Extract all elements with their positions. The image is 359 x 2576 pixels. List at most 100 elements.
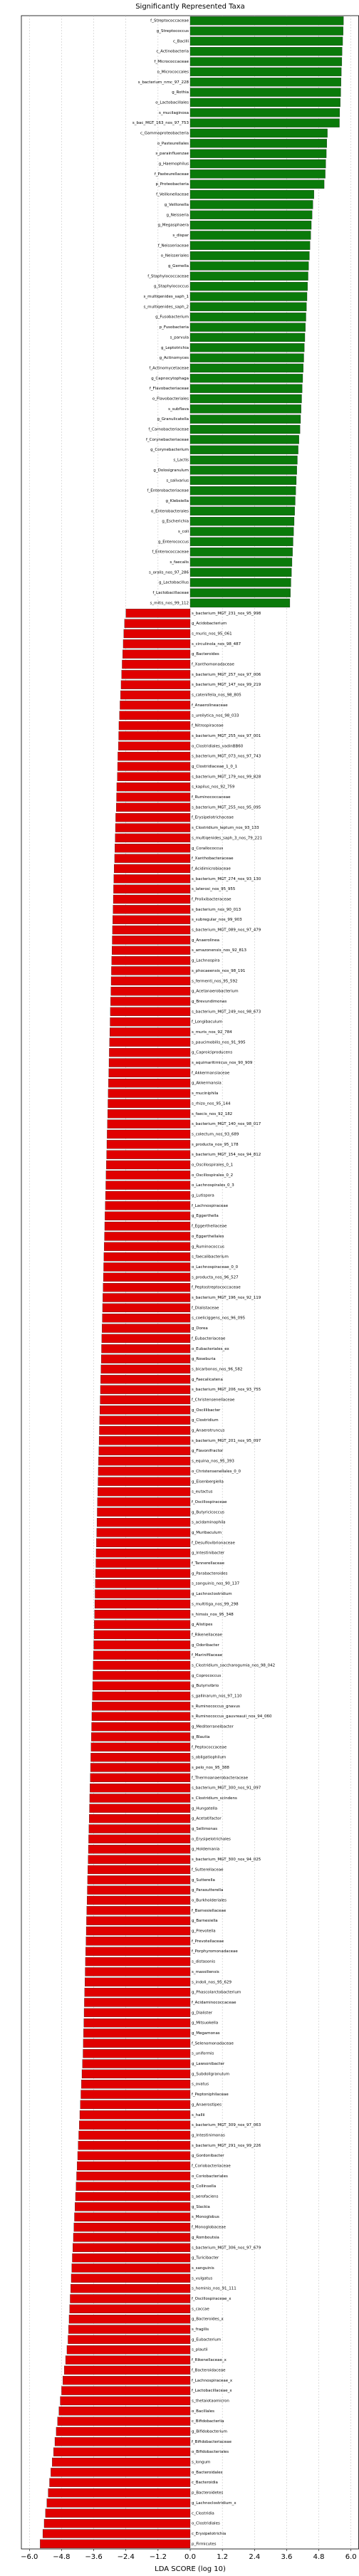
x-tick-label: −2.4 — [118, 2553, 135, 2561]
category-label: s_fermenti_nos_95_592 — [192, 979, 237, 983]
bar — [107, 1109, 191, 1119]
bar — [81, 2069, 191, 2079]
category-label: c_Gammaproteobacteria — [140, 131, 189, 135]
bar — [115, 823, 191, 832]
category-label: s_parvula — [170, 335, 189, 340]
category-label: f_Nitrospiraceae — [192, 724, 224, 728]
bar — [110, 986, 191, 996]
bar — [68, 2315, 191, 2324]
bar — [108, 1058, 191, 1067]
bar — [58, 2407, 191, 2416]
x-tick-label: −1.2 — [150, 2553, 167, 2561]
bar — [89, 1814, 191, 1823]
category-label: g_Prevotella — [192, 1930, 216, 1934]
category-label: g_Klebsiella — [166, 499, 189, 503]
bar — [97, 1497, 191, 1507]
category-label: s_phocaeensis_nos_98_191 — [192, 969, 245, 973]
x-tick-label: 4.8 — [313, 2553, 325, 2561]
bar — [189, 506, 295, 515]
category-label: g_Bacteroides_x — [192, 2318, 224, 2322]
category-label: g_Blautia — [192, 1735, 209, 1739]
bar — [189, 139, 328, 148]
bar — [189, 548, 293, 557]
category-label: g_Mediterraneibacter — [192, 1725, 234, 1729]
bar — [189, 384, 303, 393]
category-label: g_Staphylococcus — [154, 285, 189, 289]
bar — [78, 2141, 191, 2150]
category-label: c_Erysipelotrichia — [192, 2532, 226, 2536]
category-label: o_Eubacteriales_ex — [192, 1347, 229, 1351]
bar — [73, 2243, 191, 2252]
category-label: s_longum — [192, 2461, 210, 2465]
category-label: f_Oscillospiraceae_x — [192, 2297, 231, 2301]
bar — [108, 1068, 191, 1078]
bar — [88, 1845, 191, 1854]
category-label: s_bicarbonos_nos_96_582 — [192, 1367, 242, 1371]
category-label: s_equina_nos_95_393 — [192, 1460, 234, 1464]
category-label: f_Streptococcaceae — [150, 19, 189, 23]
category-label: g_Intestinibacter — [192, 1551, 225, 1556]
bar — [109, 1037, 191, 1047]
category-label: o_Clostridiales_vadinBB60 — [192, 744, 244, 748]
bar — [189, 394, 302, 404]
bar — [89, 1803, 191, 1813]
bar — [100, 1395, 191, 1405]
category-label: g_Caproiciproducens — [192, 1051, 232, 1055]
bar — [87, 1885, 191, 1895]
category-label: f_Thermoanaerobacteraceae — [192, 1776, 249, 1780]
bar — [189, 169, 326, 179]
bar — [107, 1119, 191, 1129]
category-label: s_bacterium_MGT_179_nos_99_828 — [192, 775, 261, 779]
category-label: g_Lawsonibacter — [192, 2062, 225, 2066]
bar — [93, 1650, 191, 1660]
bar — [105, 1201, 191, 1210]
category-label: s_fragilis — [192, 2328, 209, 2332]
bar — [189, 271, 308, 281]
category-label: f_Xanthobacteraceae — [192, 857, 234, 861]
bar — [189, 231, 311, 240]
bar — [45, 2508, 191, 2518]
bar — [110, 1007, 191, 1016]
category-label: f_Monoglobaceae — [192, 2226, 227, 2230]
category-label: s_multitiga_nos_99_298 — [192, 1602, 239, 1606]
bar — [102, 1324, 191, 1333]
category-label: g_Rothia — [172, 90, 189, 95]
category-label: s_laterosi_nos_95_955 — [192, 887, 236, 891]
bar — [107, 1129, 191, 1139]
category-label: c_Actinobacteria — [156, 50, 189, 54]
bar — [42, 2529, 191, 2538]
bar — [90, 1763, 191, 1772]
category-label: s_bacterium_MGT_255_nos_95_095 — [192, 805, 261, 810]
bar — [94, 1620, 191, 1629]
category-label: f_Ruminococcaceae — [192, 795, 231, 800]
x-tick-label: −6.0 — [21, 2553, 38, 2561]
category-label: s_ovatus — [192, 2083, 209, 2087]
category-label: f_Staphylococcaceae — [147, 274, 189, 278]
category-label: o_Coriobacteriales — [192, 2174, 228, 2179]
bar — [109, 1048, 191, 1057]
category-label: s_circulinola_nos_98_487 — [192, 642, 241, 646]
bar — [81, 2080, 191, 2089]
category-label: s_bacterium_MGT_309_nos_97_063 — [192, 2123, 261, 2127]
bar — [189, 292, 308, 301]
category-label: s_obligatiophilum — [192, 1756, 226, 1760]
category-label: s_himsis_nos_95_348 — [192, 1613, 234, 1617]
category-label: f_Veillonellaceae — [156, 193, 189, 197]
bar — [120, 701, 191, 710]
category-label: o_Enterobacterales — [151, 509, 189, 513]
bar — [120, 680, 191, 689]
bar — [79, 2110, 191, 2120]
category-label: c_Clostridia — [192, 2511, 214, 2515]
bar — [95, 1579, 191, 1588]
category-label: g_Veillonella — [165, 203, 189, 207]
bar — [189, 16, 344, 26]
bar — [102, 1303, 191, 1313]
bar — [83, 2008, 191, 2017]
bar — [77, 2161, 191, 2171]
bar — [106, 1160, 191, 1170]
category-label: f_Marinifilaceae — [192, 1653, 223, 1658]
bar — [71, 2273, 191, 2283]
bar — [189, 537, 293, 547]
bar — [189, 179, 325, 189]
bar — [189, 302, 307, 312]
